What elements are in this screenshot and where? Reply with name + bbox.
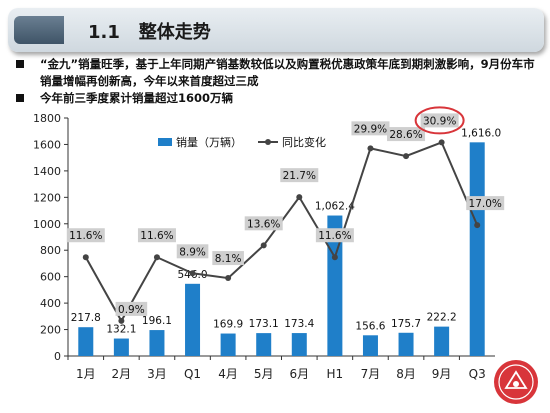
bullet-list: “金九”销量旺季，基于上年同期产销基数较低以及购置税优惠政策年底到期刺激影响，9… — [16, 56, 541, 107]
x-tick-label: H1 — [327, 367, 344, 381]
yoy-point — [438, 139, 445, 146]
section-number: 1.1 — [88, 22, 120, 43]
page-title: 1.1 整体走势 — [88, 18, 211, 44]
x-tick-label: 7月 — [361, 367, 381, 381]
bar-value-label: 1,616.0 — [461, 127, 501, 139]
yoy-value-label: 17.0% — [469, 198, 502, 210]
x-tick-label: 4月 — [218, 367, 238, 381]
bar — [78, 327, 94, 356]
yoy-point — [296, 194, 303, 201]
bar — [469, 142, 485, 356]
yoy-value-label: 11.6% — [140, 230, 173, 242]
header-accent-bar — [14, 16, 64, 44]
yoy-label-box — [66, 228, 105, 243]
bar — [434, 326, 450, 356]
bar-value-label: 173.4 — [284, 318, 314, 330]
bullet-text: 今年前三季度累计销量超过1600万辆 — [40, 91, 234, 105]
bullet-text: “金九”销量旺季，基于上年同期产销基数较低以及购置税优惠政策年底到期刺激影响，9… — [40, 57, 535, 88]
bar-value-label: 196.1 — [142, 315, 172, 327]
x-tick-label: Q3 — [469, 367, 486, 381]
y-tick-label: 600 — [40, 271, 61, 284]
section-header: 1.1 整体走势 — [8, 8, 544, 52]
bar-value-label: 1,062.4 — [315, 201, 355, 213]
bullet-item: 今年前三季度累计销量超过1600万辆 — [16, 90, 541, 107]
yoy-label-box — [351, 121, 390, 136]
square-bullet-icon — [16, 60, 24, 68]
x-tick-label: 8月 — [396, 367, 416, 381]
yoy-label-box — [387, 127, 426, 142]
yoy-value-label: 28.6% — [389, 129, 422, 141]
legend-bar-swatch — [158, 138, 172, 146]
x-tick-label: 2月 — [112, 367, 132, 381]
yoy-value-label: 11.6% — [318, 230, 351, 242]
x-tick-label: Q1 — [184, 367, 201, 381]
yoy-label-box — [137, 228, 176, 243]
x-tick-label: 6月 — [289, 367, 309, 381]
yoy-label-box — [280, 168, 319, 183]
yoy-value-label: 29.9% — [354, 123, 387, 135]
yoy-value-label: 30.9% — [423, 115, 456, 127]
yoy-value-label: 21.7% — [283, 170, 316, 182]
yoy-value-label: 11.6% — [69, 230, 102, 242]
yoy-point — [82, 254, 89, 261]
legend-line-label: 同比变化 — [282, 135, 326, 149]
yoy-value-label: 8.9% — [179, 246, 206, 258]
yoy-point — [474, 222, 481, 229]
yoy-point — [260, 242, 267, 249]
yoy-value-label: 0.9% — [118, 304, 145, 316]
x-tick-label: 1月 — [76, 367, 96, 381]
y-tick-label: 1400 — [33, 165, 61, 178]
yoy-label-box — [420, 113, 459, 128]
bar — [398, 332, 414, 356]
highlight-ring — [414, 106, 465, 135]
y-tick-label: 800 — [40, 244, 61, 257]
yoy-point — [153, 254, 160, 261]
bar-value-label: 175.7 — [391, 318, 421, 330]
yoy-label-box — [176, 244, 209, 259]
bar-value-label: 217.8 — [71, 312, 101, 324]
y-tick-label: 1000 — [33, 218, 61, 231]
y-tick-label: 200 — [40, 324, 61, 337]
yoy-point — [403, 153, 410, 160]
yoy-point — [225, 275, 232, 282]
yoy-label-box — [244, 216, 283, 231]
legend-bar-label: 销量（万辆） — [176, 135, 242, 149]
bar-value-label: 173.1 — [249, 318, 279, 330]
x-tick-label: 3月 — [147, 367, 167, 381]
seal-logo — [494, 360, 538, 404]
yoy-value-label: 8.1% — [215, 253, 242, 265]
yoy-point — [189, 270, 196, 277]
bar — [291, 333, 307, 356]
square-bullet-icon — [16, 94, 24, 102]
yoy-label-box — [212, 251, 244, 266]
bar-value-label: 132.1 — [106, 324, 136, 336]
x-tick-label: 9月 — [432, 367, 452, 381]
y-tick-label: 400 — [40, 297, 61, 310]
bar — [220, 333, 236, 356]
bar — [149, 330, 165, 356]
y-tick-label: 1200 — [33, 191, 61, 204]
yoy-point — [367, 145, 374, 152]
yoy-label-box — [466, 196, 505, 211]
bar-value-label: 156.6 — [355, 320, 385, 332]
bullet-item: “金九”销量旺季，基于上年同期产销基数较低以及购置税优惠政策年底到期刺激影响，9… — [16, 56, 541, 90]
bar — [256, 333, 272, 356]
x-tick-label: 5月 — [254, 367, 274, 381]
bar — [185, 283, 201, 356]
bar — [362, 335, 378, 356]
y-tick-label: 1600 — [33, 138, 61, 151]
yoy-value-label: 13.6% — [247, 218, 280, 230]
y-tick-label: 1800 — [33, 112, 61, 125]
yoy-point — [118, 317, 125, 324]
bar-value-label: 222.2 — [427, 312, 457, 324]
y-tick-label: 0 — [54, 350, 61, 363]
legend-line-marker — [265, 139, 271, 145]
yoy-point — [331, 254, 338, 261]
section-title: 整体走势 — [138, 22, 211, 43]
bar — [113, 338, 129, 356]
yoy-label-box — [115, 301, 148, 316]
bar-value-label: 169.9 — [213, 319, 243, 331]
yoy-label-box — [315, 228, 354, 243]
